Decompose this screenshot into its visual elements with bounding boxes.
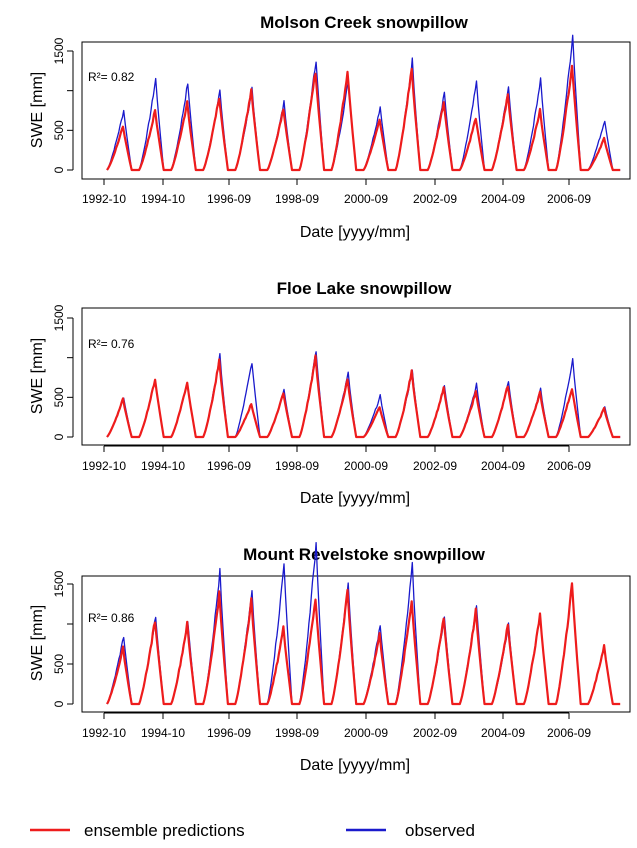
x-tick-label: 2002-09 [413, 192, 457, 206]
series-line [106, 582, 621, 706]
series-ensemble-predictions [106, 582, 621, 706]
y-tick-label: 1500 [52, 304, 66, 331]
x-tick-label: 1996-09 [207, 459, 251, 473]
legend-label-ensemble-predictions: ensemble predictions [84, 821, 245, 840]
x-tick-label: 1996-09 [207, 726, 251, 740]
series-line [202, 351, 621, 438]
x-axis-label: Date [yyyy/mm] [300, 490, 410, 507]
plot-area: 0 500 1500 1992-10 1994-10 1996-09 1998-09 2000… [52, 542, 621, 740]
series-line [106, 354, 621, 439]
x-tick-label: 2006-09 [547, 459, 591, 473]
plot-area: 0 500 1500 1992-10 1994-10 1996-09 1998-09 2000… [52, 304, 621, 473]
series-line [106, 34, 621, 171]
legend-label-observed: observed [405, 821, 475, 840]
r-squared-annotation: R²= 0.82 [88, 70, 135, 84]
x-axis: 1992-10 1994-10 1996-09 1998-09 2000-09 2002-… [82, 712, 591, 740]
x-tick-label: 2004-09 [481, 459, 525, 473]
r-squared-annotation: R²= 0.86 [88, 611, 135, 625]
y-axis-label: SWE [mm] [29, 605, 46, 681]
x-tick-label: 2006-09 [547, 192, 591, 206]
panel-title: Mount Revelstoke snowpillow [243, 545, 486, 564]
y-tick-label: 0 [52, 700, 66, 707]
x-tick-label: 1992-10 [82, 192, 126, 206]
x-axis-label: Date [yyyy/mm] [300, 757, 410, 774]
plot-frame [81, 307, 631, 446]
y-axis: 0 500 1500 [52, 37, 74, 173]
x-axis-label: Date [yyyy/mm] [300, 224, 410, 241]
x-tick-label: 1992-10 [82, 459, 126, 473]
series-ensemble-predictions [106, 64, 621, 172]
series-ensemble-predictions [106, 354, 621, 439]
plot-area: 0 500 1500 1992-10 1994-10 1996-09 1998-09 2000… [52, 34, 621, 206]
x-tick-label: 1998-09 [275, 459, 319, 473]
panel-title: Floe Lake snowpillow [277, 279, 453, 298]
x-axis: 1992-10 1994-10 1996-09 1998-09 2000-09 2002-… [82, 445, 591, 473]
x-tick-label: 2002-09 [413, 459, 457, 473]
x-tick-label: 2000-09 [344, 459, 388, 473]
x-tick-label: 1994-10 [141, 192, 185, 206]
x-tick-label: 1994-10 [141, 726, 185, 740]
y-axis-label: SWE [mm] [29, 72, 46, 148]
x-axis: 1992-10 1994-10 1996-09 1998-09 2000-09 2002-… [82, 178, 591, 206]
x-tick-label: 1994-10 [141, 459, 185, 473]
x-tick-label: 2006-09 [547, 726, 591, 740]
y-axis-label: SWE [mm] [29, 338, 46, 414]
y-tick-label: 500 [52, 120, 66, 140]
x-tick-label: 2000-09 [344, 726, 388, 740]
panel-title: Molson Creek snowpillow [260, 13, 469, 32]
x-tick-label: 1998-09 [275, 192, 319, 206]
panel-molson-creek: Molson Creek snowpillow SWE [mm] Date [y… [29, 13, 631, 241]
panel-floe-lake: Floe Lake snowpillow SWE [mm] Date [yyyy… [29, 279, 631, 507]
series-observed [106, 542, 524, 705]
x-tick-label: 2002-09 [413, 726, 457, 740]
legend: ensemble predictions observed [30, 821, 475, 840]
y-tick-label: 1500 [52, 570, 66, 597]
series-line [106, 64, 621, 172]
x-tick-label: 1992-10 [82, 726, 126, 740]
x-tick-label: 2004-09 [481, 726, 525, 740]
y-tick-label: 0 [52, 433, 66, 440]
y-tick-label: 0 [52, 166, 66, 173]
x-tick-label: 1998-09 [275, 726, 319, 740]
x-tick-label: 1996-09 [207, 192, 251, 206]
x-tick-label: 2000-09 [344, 192, 388, 206]
series-line [106, 542, 524, 705]
r-squared-annotation: R²= 0.76 [88, 337, 135, 351]
x-tick-label: 2004-09 [481, 192, 525, 206]
panel-mount-revelstoke: Mount Revelstoke snowpillow SWE [mm] Dat… [29, 542, 631, 774]
y-tick-label: 1500 [52, 37, 66, 64]
y-tick-label: 500 [52, 654, 66, 674]
plot-frame [81, 575, 631, 713]
y-axis: 0 500 1500 [52, 570, 74, 707]
y-tick-label: 500 [52, 387, 66, 407]
series-observed [106, 34, 621, 171]
y-axis: 0 500 1500 [52, 304, 74, 440]
